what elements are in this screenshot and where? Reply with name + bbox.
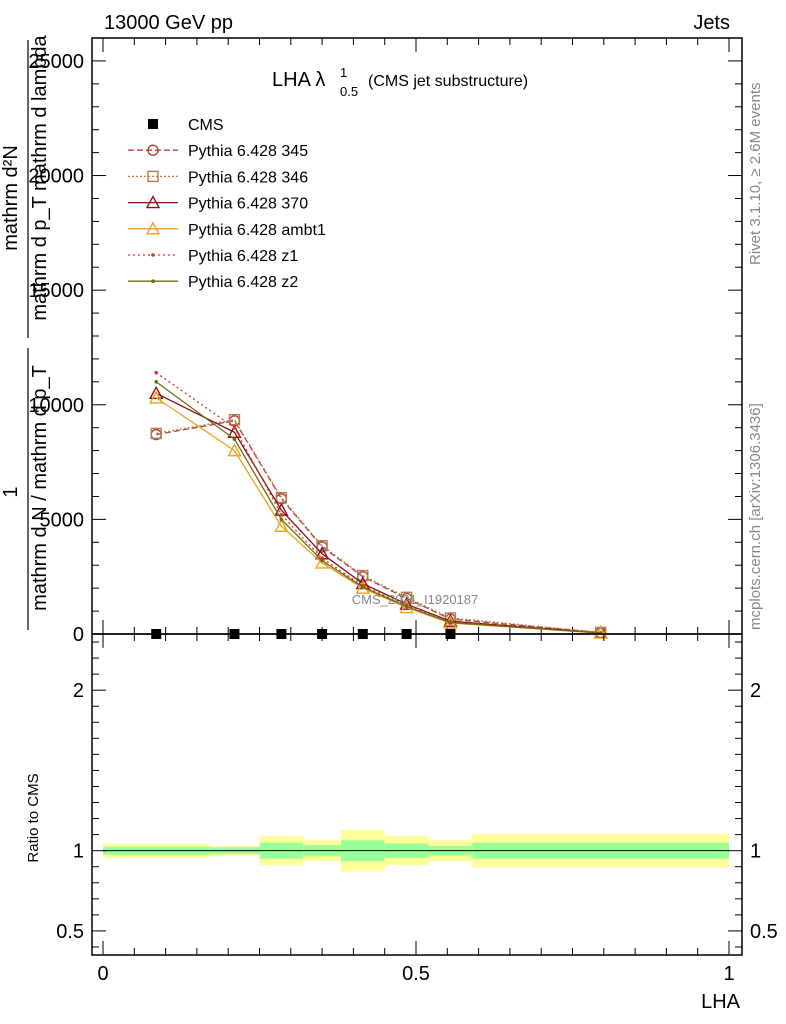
series-line-5 <box>155 372 601 634</box>
series-6-point-6 <box>448 620 453 625</box>
y-label-denominator: mathrm d N / mathrm d p_T <box>29 365 51 611</box>
watermark: CMS_2021_I1920187 <box>352 592 479 607</box>
legend-label-0: CMS <box>188 117 224 134</box>
series-2-point-4 <box>357 569 369 582</box>
ratio-y-tick-label-right-2: 2 <box>750 680 761 702</box>
y-tick-label-3: 15000 <box>28 280 84 302</box>
series-2-point-1 <box>228 413 241 426</box>
legend-marker-0 <box>148 119 158 129</box>
chart-title: LHA λ 1 0.5 (CMS jet substructure) <box>272 65 528 99</box>
series-line-2 <box>156 418 601 634</box>
ratio-frame <box>91 633 743 956</box>
chart-title-subscript: 0.5 <box>340 84 358 99</box>
legend-label-3: Pythia 6.428 370 <box>188 196 308 213</box>
chart-title-main: LHA λ <box>272 69 325 91</box>
legend-marker-5 <box>151 253 155 257</box>
x-tick-label-0: 0 <box>97 963 108 985</box>
y-label-numerator: 1 <box>0 486 22 497</box>
ratio-y-tick-label-0: 0.5 <box>56 921 84 943</box>
side-label-rivet: Rivet 3.1.10, ≥ 2.6M events <box>747 83 764 266</box>
series-6-point-1 <box>232 437 237 441</box>
x-axis-label: LHA <box>701 991 741 1013</box>
series-5-point-1 <box>232 425 237 430</box>
series-3-point-1 <box>227 424 242 438</box>
series-line-6 <box>155 381 601 634</box>
legend-label-1: Pythia 6.428 345 <box>188 143 308 160</box>
legend: CMS Pythia 6.428 345 Pythia 6.428 346 Pythi… <box>128 117 326 291</box>
ratio-y-tick-label-right-0: 0.5 <box>750 921 778 943</box>
series-line-1 <box>156 420 601 634</box>
y-tick-label-4: 20000 <box>28 166 84 188</box>
ratio-y-axis-label: Ratio to CMS <box>25 773 42 862</box>
legend-label-4: Pythia 6.428 ambt1 <box>188 222 326 239</box>
main-panel: 0 5000 10000 15000 20000 25000 <box>28 37 743 646</box>
series-3-point-6 <box>443 613 458 627</box>
y-tick-label-2: 10000 <box>28 395 84 417</box>
series-2-point-0 <box>150 427 162 440</box>
series-5-point-2 <box>279 513 284 517</box>
series-6-point-0 <box>154 380 159 384</box>
y-tick-label-0: 0 <box>73 624 84 646</box>
y-tick-label-1: 5000 <box>40 509 85 531</box>
y-label-line1: mathrm d²N <box>0 145 22 251</box>
series-2-point-3 <box>316 540 328 552</box>
series-6-point-4 <box>360 585 365 589</box>
series-line-3 <box>155 392 601 634</box>
ratio-panel: 0.5 0.5 1 1 2 2 0 0.5 1 <box>56 633 778 985</box>
ratio-y-tick-label-2: 2 <box>73 680 84 702</box>
y-axis-label: mathrm d²N mathrm d p_T mathrm d lambda 1 m… <box>0 34 51 630</box>
y-tick-label-5: 25000 <box>28 51 84 73</box>
legend-label-2: Pythia 6.428 346 <box>188 169 308 186</box>
ratio-y-tick-label-1: 1 <box>73 841 84 863</box>
header-right: Jets <box>693 12 730 34</box>
x-tick-label-2: 1 <box>723 963 734 985</box>
side-label-mcplots: mcplots.cern.ch [arXiv:1306.3436] <box>747 403 764 630</box>
legend-marker-3 <box>145 195 161 209</box>
legend-marker-4 <box>145 221 161 235</box>
series-4-point-1 <box>227 443 242 457</box>
chart-title-suffix: (CMS jet substructure) <box>368 73 528 90</box>
series-3-point-5 <box>399 596 414 610</box>
legend-label-5: Pythia 6.428 z1 <box>188 248 298 265</box>
legend-label-6: Pythia 6.428 z2 <box>188 274 298 291</box>
legend-marker-2 <box>147 170 159 183</box>
x-tick-label-1: 0.5 <box>402 963 430 985</box>
y-label-line2: mathrm d p_T mathrm d lambda <box>29 34 51 320</box>
header-left: 13000 GeV pp <box>104 12 233 34</box>
series-6-point-2 <box>279 517 284 522</box>
series-6-point-5 <box>404 604 409 609</box>
legend-marker-6 <box>151 279 155 284</box>
ratio-y-tick-label-right-1: 1 <box>750 841 761 863</box>
series-6 <box>154 380 603 635</box>
series-2-point-2 <box>275 491 288 504</box>
legend-marker-1 <box>147 144 159 156</box>
series-4-point-0 <box>149 390 164 404</box>
series-6-point-3 <box>320 558 324 563</box>
series-5-point-0 <box>154 370 159 375</box>
chart-title-superscript: 1 <box>340 65 347 80</box>
series-4-point-2 <box>274 518 289 532</box>
